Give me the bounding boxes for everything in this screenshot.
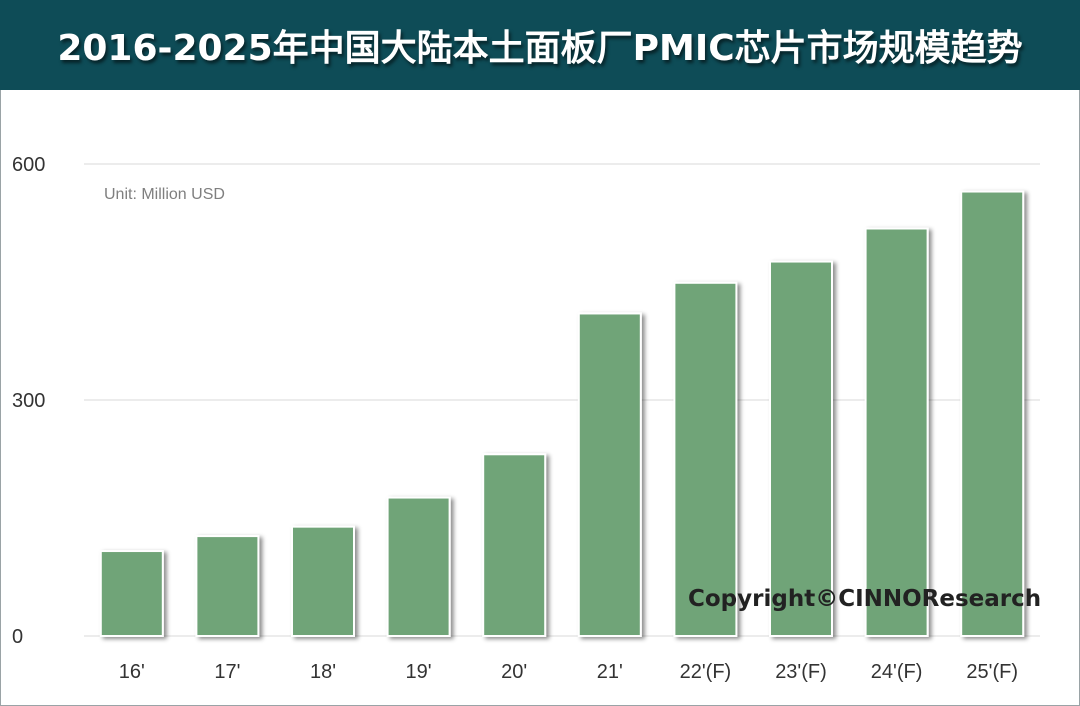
x-tick-label: 22'(F) bbox=[680, 661, 732, 683]
bar-24F bbox=[864, 227, 929, 638]
chart-title: 2016-2025年中国大陆本土面板厂PMIC芯片市场规模趋势 bbox=[57, 28, 1023, 69]
x-tick-label: 16' bbox=[119, 661, 145, 683]
x-tick-label: 17' bbox=[214, 661, 240, 683]
bar-16 bbox=[99, 550, 164, 637]
bar-25F bbox=[960, 190, 1025, 638]
bar-19 bbox=[386, 496, 451, 637]
bars bbox=[99, 190, 1025, 638]
title-banner: 2016-2025年中国大陆本土面板厂PMIC芯片市场规模趋势 bbox=[0, 0, 1080, 90]
x-tick-label: 20' bbox=[501, 661, 527, 683]
bar-21 bbox=[577, 312, 642, 637]
y-tick-label: 600 bbox=[12, 154, 45, 176]
y-tick-label: 300 bbox=[12, 390, 45, 412]
copyright-watermark: Copyright©CINNOResearch bbox=[688, 586, 1041, 612]
y-tick-label: 0 bbox=[12, 626, 23, 648]
bar-18 bbox=[291, 525, 355, 637]
unit-label: Unit: Million USD bbox=[104, 186, 225, 203]
bar-22F bbox=[673, 281, 738, 637]
bar-23F bbox=[769, 260, 833, 637]
y-axis-ticks: 0 300 600 bbox=[12, 154, 45, 648]
bar-20 bbox=[482, 453, 547, 637]
x-tick-label: 23'(F) bbox=[775, 661, 827, 683]
x-tick-label: 19' bbox=[406, 661, 432, 683]
x-axis-ticks: 16' 17' 18' 19' 20' 21' 22'(F) 23'(F) 24'(F) 25'(… bbox=[119, 661, 1018, 683]
x-tick-label: 18' bbox=[310, 661, 336, 683]
x-tick-label: 24'(F) bbox=[871, 661, 923, 683]
x-tick-label: 21' bbox=[597, 661, 623, 683]
bar-17 bbox=[195, 535, 260, 637]
x-tick-label: 25'(F) bbox=[966, 661, 1018, 683]
